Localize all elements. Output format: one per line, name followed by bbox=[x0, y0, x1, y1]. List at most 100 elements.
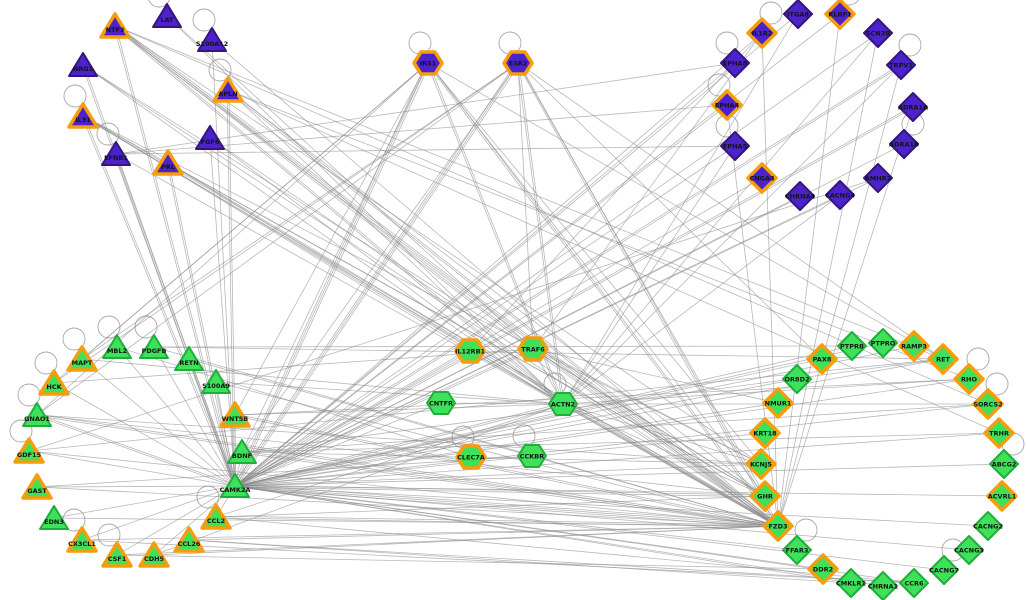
node-cmklr1[interactable]: CMKLR1 bbox=[836, 568, 866, 598]
node-fgf6[interactable]: FGF6 bbox=[195, 125, 225, 150]
triangle-shape bbox=[21, 473, 53, 500]
edge bbox=[115, 62, 736, 155]
node-edn3[interactable]: EDN3 bbox=[39, 505, 69, 530]
node-il31[interactable]: IL31 bbox=[67, 102, 99, 129]
node-cntfr[interactable]: CNTFR bbox=[426, 391, 456, 415]
diamond-shape bbox=[886, 50, 916, 80]
edge bbox=[81, 62, 519, 360]
node-lat[interactable]: LAT bbox=[152, 3, 182, 28]
node-clec7a[interactable]: CLEC7A bbox=[455, 444, 487, 470]
node-nrg1[interactable]: NRG1 bbox=[68, 52, 98, 77]
node-actn2[interactable]: ACTN2 bbox=[548, 392, 578, 416]
edge bbox=[234, 378, 970, 487]
diamond-shape bbox=[837, 331, 867, 361]
node-cacng4[interactable]: CACNG4 bbox=[825, 180, 855, 210]
triangle-shape bbox=[227, 439, 257, 464]
node-nmur1[interactable]: NMUR1 bbox=[762, 387, 794, 419]
node-ghr[interactable]: GHR bbox=[749, 480, 781, 512]
edge bbox=[28, 177, 879, 452]
edge bbox=[166, 163, 235, 487]
node-traf6[interactable]: TRAF6 bbox=[517, 336, 549, 362]
edge bbox=[36, 455, 533, 488]
edge bbox=[234, 32, 879, 487]
node-s100a12[interactable]: S100A12 bbox=[196, 27, 228, 52]
triangle-shape bbox=[39, 505, 69, 530]
edge bbox=[168, 162, 237, 486]
hexagon-shape bbox=[502, 50, 534, 76]
edge bbox=[234, 358, 944, 487]
edge bbox=[82, 115, 471, 352]
node-cckbr[interactable]: CCKBR bbox=[517, 444, 547, 468]
edge bbox=[28, 450, 236, 487]
node-ptprb[interactable]: PTPRB bbox=[837, 331, 867, 361]
diamond-shape bbox=[868, 571, 898, 600]
edge bbox=[116, 153, 237, 486]
diamond-shape bbox=[785, 181, 815, 211]
edge bbox=[236, 63, 431, 487]
node-abcg2[interactable]: ABCG2 bbox=[989, 449, 1019, 479]
diamond-shape bbox=[807, 553, 839, 585]
edge bbox=[234, 350, 471, 487]
node-cnga3[interactable]: CNGA3 bbox=[746, 162, 778, 194]
diamond-shape bbox=[749, 417, 781, 449]
edge bbox=[234, 347, 533, 486]
node-kcnj5[interactable]: KCNJ5 bbox=[745, 448, 777, 480]
node-pdgfb[interactable]: PDGFB bbox=[139, 334, 169, 359]
edge bbox=[36, 414, 762, 465]
node-gdf15[interactable]: GDF15 bbox=[13, 437, 45, 464]
diamond-shape bbox=[989, 449, 1019, 479]
edge bbox=[777, 13, 841, 527]
edge bbox=[153, 403, 564, 556]
self-loop bbox=[192, 8, 216, 32]
node-ffar3[interactable]: FFAR3 bbox=[782, 535, 812, 565]
node-sorcs2[interactable]: SORCS2 bbox=[972, 388, 1004, 420]
self-loop bbox=[62, 327, 86, 351]
edge bbox=[533, 347, 779, 526]
node-adra1b[interactable]: ADRA1B bbox=[889, 129, 919, 159]
node-chrna4[interactable]: CHRNA4 bbox=[785, 181, 816, 211]
diamond-shape bbox=[824, 0, 856, 30]
node-il12rb1[interactable]: IL12RB1 bbox=[454, 338, 486, 364]
edge bbox=[234, 485, 989, 527]
edge bbox=[234, 62, 429, 487]
node-klrf1[interactable]: KLRF1 bbox=[824, 0, 856, 30]
node-chrna1[interactable]: CHRNA1 bbox=[868, 571, 899, 600]
edge bbox=[209, 137, 564, 405]
edge bbox=[562, 32, 879, 405]
node-il1r2[interactable]: IL1R2 bbox=[746, 17, 778, 49]
node-apln[interactable]: APLN bbox=[212, 76, 244, 103]
diamond-shape bbox=[746, 162, 778, 194]
node-cacng7[interactable]: CACNG7 bbox=[929, 555, 959, 585]
node-ramp3[interactable]: RAMP3 bbox=[898, 330, 930, 362]
triangle-shape bbox=[101, 541, 133, 568]
edge bbox=[232, 62, 427, 486]
node-acvrl1[interactable]: ACVRL1 bbox=[986, 480, 1018, 512]
node-adra1a[interactable]: ADRA1A bbox=[898, 92, 928, 122]
node-ntf3[interactable]: NTF3 bbox=[99, 12, 131, 39]
edge bbox=[166, 15, 564, 405]
node-scn3b[interactable]: SCN3B bbox=[863, 18, 893, 48]
diamond-shape bbox=[720, 131, 750, 161]
node-itga8[interactable]: ITGA8 bbox=[783, 0, 813, 29]
self-loop bbox=[96, 122, 120, 146]
node-rho[interactable]: RHO bbox=[953, 363, 985, 395]
edge bbox=[241, 62, 429, 453]
edge bbox=[227, 89, 1000, 434]
edge bbox=[234, 486, 765, 498]
diamond-shape bbox=[898, 92, 928, 122]
node-trhr[interactable]: TRHR bbox=[983, 417, 1015, 449]
node-irs1[interactable]: IRS1 bbox=[412, 50, 444, 76]
diamond-shape bbox=[782, 364, 812, 394]
edge bbox=[234, 463, 1005, 487]
node-ret[interactable]: RET bbox=[927, 343, 959, 375]
edge bbox=[469, 32, 763, 352]
node-esr2[interactable]: ESR2 bbox=[502, 50, 534, 76]
node-ccr6[interactable]: CCR6 bbox=[899, 568, 929, 598]
diamond-shape bbox=[868, 328, 898, 358]
node-cacng2[interactable]: CACNG2 bbox=[973, 511, 1003, 541]
node-ptpro[interactable]: PTPRO bbox=[868, 328, 898, 358]
node-epha5[interactable]: EPHA5 bbox=[720, 131, 750, 161]
edge bbox=[81, 116, 235, 487]
edge bbox=[234, 487, 778, 529]
